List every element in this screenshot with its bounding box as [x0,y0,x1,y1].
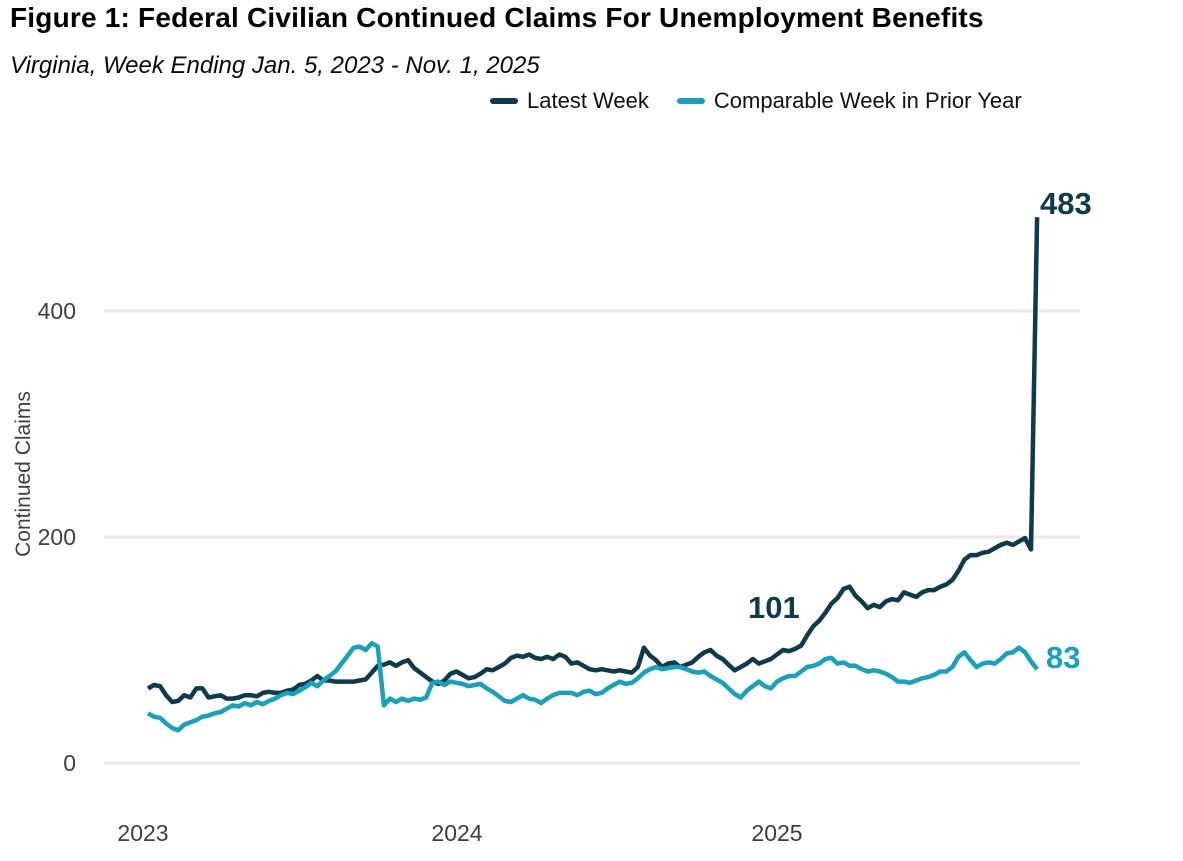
legend-label-latest-week: Latest Week [527,88,649,113]
annotation-latest-week-prior-point: 101 [748,590,800,625]
figure-title: Figure 1: Federal Civilian Continued Cla… [10,2,984,33]
y-tick-0: 0 [63,750,76,776]
legend: Latest Week Comparable Week in Prior Yea… [490,88,1022,114]
prior-year-swatch-icon [676,98,705,104]
x-tick-2024: 2024 [431,820,483,846]
annotation-latest-week-end-value: 483 [1040,186,1092,221]
y-tick-400: 400 [37,298,76,324]
y-tick-200: 200 [37,524,76,550]
x-tick-2025: 2025 [751,820,803,846]
series-line-latest-week [146,217,1040,705]
x-tick-2023: 2023 [117,820,169,846]
legend-item-prior-year: Comparable Week in Prior Year [676,88,1022,114]
series-line-comparable-week-in-prior-year [146,640,1039,733]
latest-week-swatch-icon [490,98,518,104]
figure-subtitle: Virginia, Week Ending Jan. 5, 2023 - Nov… [10,52,540,79]
legend-label-prior-year: Comparable Week in Prior Year [713,88,1022,113]
legend-item-latest-week: Latest Week [490,88,649,114]
annotation-prior-year-end-value: 83 [1046,640,1081,675]
